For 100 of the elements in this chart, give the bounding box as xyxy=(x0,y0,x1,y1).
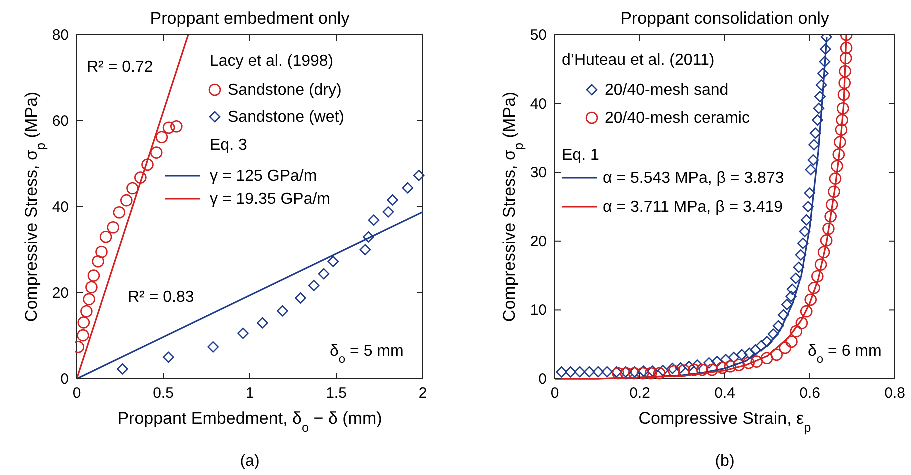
point xyxy=(363,231,374,243)
y-tick-label: 0 xyxy=(538,371,547,388)
point xyxy=(592,366,604,378)
legend-label: α = 3.711 MPa, β = 3.419 xyxy=(603,199,784,216)
y-tick-label: 10 xyxy=(530,302,547,320)
legend-title: Lacy et al. (1998) xyxy=(210,53,334,70)
legend-label: γ = 125 GPa/m xyxy=(210,168,318,185)
point xyxy=(779,342,792,354)
point xyxy=(822,222,835,236)
point xyxy=(113,206,126,219)
x-tick-label: 0.6 xyxy=(800,385,820,402)
point xyxy=(360,244,372,256)
text: (b) xyxy=(715,453,735,470)
point xyxy=(667,363,678,374)
point xyxy=(829,172,842,185)
point xyxy=(688,364,701,376)
point xyxy=(812,270,824,283)
point xyxy=(802,201,814,213)
x-tick-label: 1.5 xyxy=(326,385,347,402)
point xyxy=(826,198,838,212)
point xyxy=(83,293,96,306)
legend-label: γ = 19.35 GPa/m xyxy=(210,191,331,208)
point xyxy=(96,246,108,258)
text: (a) xyxy=(240,453,260,470)
point xyxy=(824,210,837,223)
point xyxy=(840,52,852,65)
point xyxy=(328,256,340,268)
point xyxy=(831,160,844,173)
point xyxy=(778,309,790,321)
point xyxy=(804,188,816,199)
point xyxy=(120,194,133,207)
point xyxy=(814,91,826,103)
point xyxy=(838,88,850,102)
point xyxy=(795,250,807,261)
point xyxy=(78,316,90,329)
point xyxy=(156,131,168,144)
point xyxy=(706,364,718,376)
point xyxy=(818,246,830,259)
point xyxy=(816,80,828,91)
point xyxy=(786,284,798,296)
point xyxy=(808,139,820,151)
x-axis-title: Proppant Embedment, δ$_{o}$ − δ (mm) xyxy=(118,409,382,434)
point xyxy=(77,329,90,342)
point xyxy=(657,365,669,376)
point xyxy=(318,268,330,280)
x-tick-label: 0.8 xyxy=(884,385,906,402)
point xyxy=(793,262,805,274)
y-tick-label: 20 xyxy=(52,285,69,302)
point xyxy=(387,194,398,206)
annotation: Eq. 1 xyxy=(562,147,600,164)
point xyxy=(750,344,762,356)
point xyxy=(813,102,825,114)
x-tick-label: 0 xyxy=(550,385,560,402)
point xyxy=(638,366,650,378)
point xyxy=(812,114,824,126)
point xyxy=(732,359,746,372)
point xyxy=(92,255,104,268)
point xyxy=(796,317,808,330)
legend-label: Sandstone (dry) xyxy=(228,82,342,99)
chart-title: Proppant embedment only xyxy=(150,9,350,28)
point xyxy=(834,136,846,148)
x-tick-label: 0 xyxy=(72,385,82,402)
chart-title: Proppant consolidation only xyxy=(620,9,830,28)
point xyxy=(814,258,828,271)
point xyxy=(828,186,840,198)
point xyxy=(728,352,740,364)
point xyxy=(556,366,568,378)
point xyxy=(162,122,176,134)
point xyxy=(678,364,690,377)
point xyxy=(692,360,704,371)
point xyxy=(134,172,147,184)
point xyxy=(804,294,817,306)
point xyxy=(238,328,249,340)
x-tick-label: 1 xyxy=(246,385,254,402)
point xyxy=(800,305,813,318)
point xyxy=(574,366,586,378)
point xyxy=(142,158,154,172)
point xyxy=(799,226,811,238)
y-tick-label: 0 xyxy=(60,371,69,388)
point xyxy=(565,366,576,378)
point xyxy=(786,336,798,348)
point xyxy=(750,356,764,368)
point xyxy=(413,170,425,182)
point xyxy=(742,357,755,370)
point xyxy=(208,342,219,353)
point xyxy=(382,206,394,218)
point xyxy=(790,325,803,338)
point xyxy=(647,366,658,378)
point xyxy=(86,281,98,294)
y-tick-label: 40 xyxy=(530,96,547,113)
point xyxy=(798,238,809,250)
x-axis-title: Compressive Strain, ε$_{p}$ xyxy=(638,409,812,434)
point xyxy=(840,42,853,54)
point xyxy=(675,362,686,374)
y-tick-label: 40 xyxy=(52,199,69,216)
point xyxy=(602,366,613,378)
legend-label: Sandstone (wet) xyxy=(228,109,345,126)
point xyxy=(636,367,650,380)
point xyxy=(819,56,831,68)
y-tick-label: 80 xyxy=(52,27,69,44)
